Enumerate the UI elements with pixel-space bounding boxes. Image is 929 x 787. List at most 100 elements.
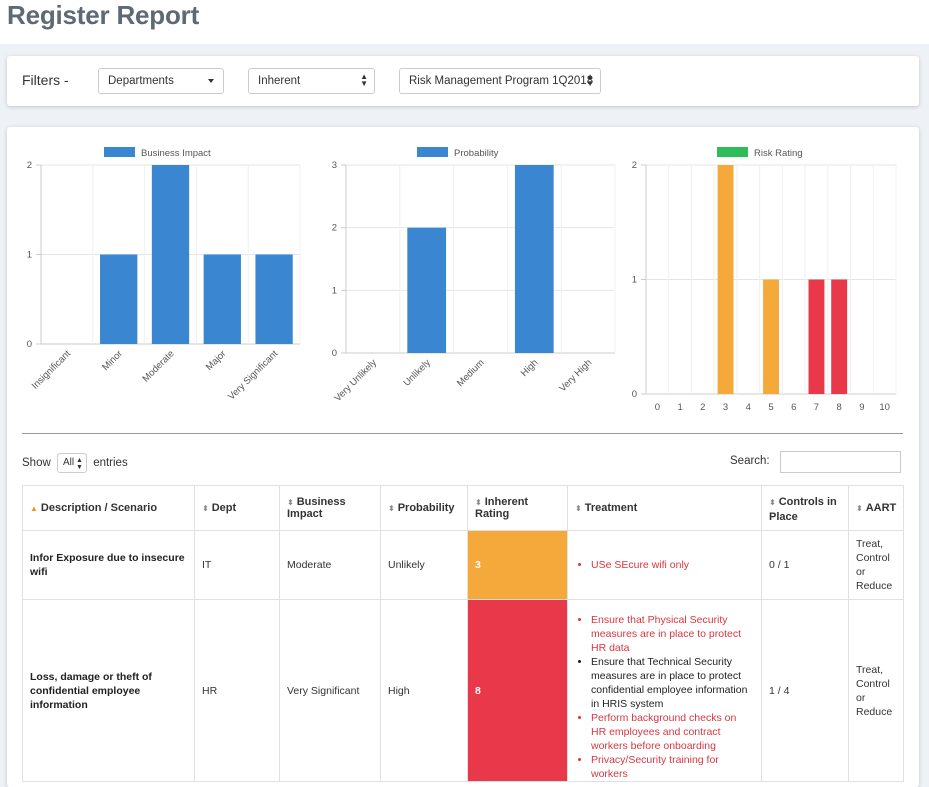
x-tick-label: Unlikely (402, 357, 433, 388)
legend-label: Probability (454, 148, 499, 159)
y-tick-label: 1 (332, 285, 337, 296)
show-entries: Show All ▲ ▼ entries (22, 453, 128, 473)
cell-rating: 3 (467, 530, 568, 600)
sort-icon: ⬍ (856, 504, 863, 513)
table-row: Loss, damage or theft of confidential em… (22, 599, 904, 782)
cell-probability: Unlikely (380, 530, 468, 600)
x-tick-label: Moderate (140, 348, 176, 384)
x-tick-label: Very Unlikely (332, 357, 379, 404)
sort-icon: ⬍ (575, 504, 582, 513)
column-header-description[interactable]: ▲ Description / Scenario (22, 485, 195, 531)
x-tick-label: Very Significant (226, 348, 280, 402)
column-header-dept[interactable]: ⬍ Dept (194, 485, 280, 531)
y-tick-label: 2 (27, 160, 32, 171)
sort-arrows-icon: ▲ ▼ (360, 72, 368, 88)
column-header-treatment[interactable]: ⬍ Treatment (567, 485, 762, 531)
bar-moderate (151, 165, 190, 344)
cell-controls: 1 / 4 (761, 599, 849, 782)
x-tick-label: 4 (746, 402, 751, 413)
column-header-aart[interactable]: ⬍ AART (848, 485, 904, 531)
bar-major (203, 254, 241, 344)
bar-5 (763, 279, 779, 394)
bar-3 (717, 165, 734, 394)
filters-label: Filters - (22, 72, 69, 88)
legend-label: Risk Rating (754, 148, 803, 159)
top-bar: Register Report (0, 0, 929, 44)
x-tick-label: 1 (677, 402, 682, 413)
page-title: Register Report (7, 0, 200, 30)
sort-arrows-icon: ▲ ▼ (76, 457, 83, 471)
table-row: Infor Exposure due to insecure wifi IT M… (22, 530, 904, 600)
risk-rating-chart: Risk Rating 0 1 2 0 1 2 3 4 5 6 7 8 9 10 (632, 147, 897, 413)
column-header-controls[interactable]: ⬍ Controls in Place (761, 485, 849, 531)
cell-treatment: Ensure that Physical Security measures a… (567, 599, 762, 782)
legend-swatch (417, 147, 448, 157)
search-label: Search: (730, 455, 770, 467)
cell-description: Loss, damage or theft of confidential em… (22, 599, 195, 782)
x-tick-label: 6 (791, 402, 796, 413)
y-tick-label: 2 (332, 223, 337, 234)
treatment-item[interactable]: Privacy/Security training for workers (591, 753, 754, 781)
department-select[interactable]: Departments (98, 68, 224, 94)
y-tick-label: 3 (332, 160, 337, 171)
y-tick-label: 0 (332, 348, 337, 359)
sort-asc-icon: ▲ (30, 504, 38, 513)
x-tick-label: 9 (859, 402, 864, 413)
cell-controls: 0 / 1 (761, 530, 849, 600)
legend-label: Business Impact (141, 148, 211, 159)
x-tick-label: 0 (655, 402, 660, 413)
x-tick-label: Medium (455, 357, 487, 389)
cell-aart: Treat, Control or Reduce (848, 599, 904, 782)
cell-impact: Very Significant (279, 599, 381, 782)
program-select[interactable]: Risk Management Program 1Q2018 ▲ ▼ (399, 68, 601, 94)
x-tick-label: High (519, 357, 541, 379)
bar-high (514, 165, 554, 353)
cell-description: Infor Exposure due to insecure wifi (22, 530, 195, 600)
caret-down-icon (208, 79, 214, 83)
treatment-item[interactable]: Perform background checks on HR employee… (591, 711, 754, 753)
x-tick-label: Insignificant (30, 348, 74, 392)
column-header-impact[interactable]: ⬍ Business Impact (279, 485, 381, 531)
y-tick-label: 0 (27, 339, 32, 350)
cell-probability: High (380, 599, 468, 782)
sort-icon: ⬍ (202, 504, 209, 513)
x-tick-label: Major (204, 348, 229, 373)
bar-minor (100, 254, 138, 344)
sort-icon: ⬍ (475, 498, 482, 507)
register-table: ▲ Description / Scenario ⬍ Dept ⬍ Business … (22, 485, 904, 782)
divider (22, 433, 903, 434)
x-tick-label: Minor (100, 348, 125, 373)
y-tick-label: 1 (632, 275, 637, 286)
x-tick-label: 3 (723, 402, 728, 413)
x-tick-label: 7 (814, 402, 819, 413)
sort-icon: ⬍ (287, 498, 294, 507)
column-header-rating[interactable]: ⬍ Inherent Rating (467, 485, 568, 531)
entries-select[interactable]: All ▲ ▼ (56, 453, 87, 473)
cell-impact: Moderate (279, 530, 381, 600)
x-tick-label: 2 (700, 402, 705, 413)
bar-very-significant (255, 254, 293, 344)
treatment-item: Ensure that Technical Security measures … (591, 655, 754, 711)
cell-treatment: USe SEcure wifi only (567, 530, 762, 600)
treatment-item[interactable]: USe SEcure wifi only (591, 558, 754, 572)
bar-7 (808, 279, 825, 394)
table-header-row: ▲ Description / Scenario ⬍ Dept ⬍ Business … (22, 485, 904, 531)
cell-dept: HR (194, 599, 280, 782)
sort-arrows-icon: ▲ ▼ (586, 72, 594, 88)
y-tick-label: 2 (632, 160, 637, 171)
legend-swatch (717, 147, 748, 157)
legend-swatch (104, 147, 135, 157)
x-tick-label: 8 (837, 402, 842, 413)
cell-dept: IT (194, 530, 280, 600)
sort-icon: ⬍ (769, 498, 776, 507)
search-input[interactable] (780, 451, 901, 473)
column-header-probability[interactable]: ⬍ Probability (380, 485, 468, 531)
sort-icon: ⬍ (388, 504, 395, 513)
y-tick-label: 1 (27, 250, 32, 261)
treatment-item[interactable]: Ensure that Physical Security measures a… (591, 613, 754, 655)
y-tick-label: 0 (632, 389, 637, 400)
rating-type-select[interactable]: Inherent ▲ ▼ (248, 68, 375, 94)
x-tick-label: Very High (557, 357, 594, 394)
probability-chart: Probability 0 1 2 3 Very Unlikely Unlikely Medi… (332, 147, 616, 404)
cell-rating: 8 (467, 599, 568, 782)
